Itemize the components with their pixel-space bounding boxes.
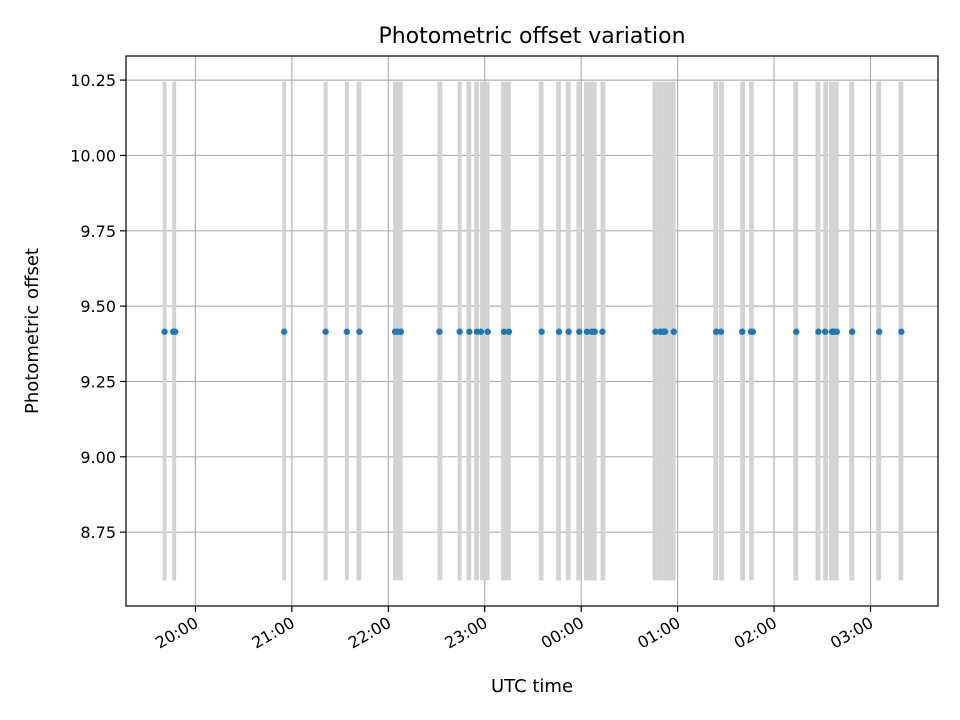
y-tick-label: 9.00	[80, 448, 116, 467]
data-point	[739, 328, 746, 335]
data-point	[712, 328, 720, 335]
data-point	[670, 328, 677, 335]
y-tick-label: 8.75	[80, 523, 116, 542]
data-point	[661, 328, 669, 335]
y-axis-ticks: 8.75 9.00 9.25 9.50 9.75 10.00 10.25	[70, 71, 126, 542]
x-axis-ticks: 20:00 21:00 22:00 23:00 00:00 01:00 02:00 03:00	[152, 606, 876, 653]
data-point	[322, 328, 329, 335]
x-tick-label: 21:00	[248, 613, 297, 653]
data-point	[821, 328, 829, 335]
data-point	[848, 328, 856, 335]
data-point	[500, 328, 508, 335]
y-tick-label: 9.75	[80, 222, 116, 241]
data-point	[436, 328, 443, 335]
data-point	[576, 328, 583, 335]
data-point	[356, 328, 363, 335]
y-tick-label: 9.25	[80, 372, 116, 391]
data-point	[161, 328, 168, 335]
x-axis-label: UTC time	[491, 676, 573, 697]
data-point	[538, 328, 545, 335]
data-point	[815, 328, 822, 335]
y-tick-label: 9.50	[80, 297, 116, 316]
x-tick-label: 22:00	[345, 613, 394, 653]
data-point	[793, 328, 800, 335]
x-tick-label: 20:00	[152, 613, 201, 653]
x-tick-label: 23:00	[441, 613, 490, 653]
data-point	[565, 328, 572, 335]
data-point	[484, 328, 491, 335]
data-point	[456, 328, 463, 335]
x-tick-label: 00:00	[538, 613, 587, 653]
chart-title: Photometric offset variation	[378, 24, 685, 49]
data-point	[466, 328, 473, 335]
data-point	[583, 328, 591, 335]
x-tick-label: 01:00	[634, 613, 683, 653]
data-point	[599, 328, 606, 335]
data-point	[875, 328, 883, 335]
data-point	[652, 328, 659, 335]
exposure-band	[666, 81, 671, 581]
data-points	[161, 328, 905, 335]
y-axis-label: Photometric offset	[22, 248, 43, 414]
y-tick-label: 10.25	[70, 71, 116, 90]
data-point	[477, 328, 485, 335]
data-point	[280, 328, 288, 335]
data-point	[898, 328, 905, 335]
y-tick-label: 10.00	[70, 146, 116, 165]
data-point	[833, 328, 840, 335]
x-tick-label: 02:00	[731, 613, 780, 653]
data-point	[555, 328, 563, 335]
data-point	[343, 328, 351, 335]
data-point	[591, 328, 598, 335]
plot-frame	[125, 55, 939, 607]
x-tick-label: 03:00	[827, 613, 876, 653]
data-point	[171, 328, 179, 335]
data-point	[749, 328, 757, 335]
data-point	[505, 328, 513, 335]
data-point	[397, 328, 405, 335]
exposure-bands	[162, 81, 904, 581]
data-point	[717, 328, 725, 335]
